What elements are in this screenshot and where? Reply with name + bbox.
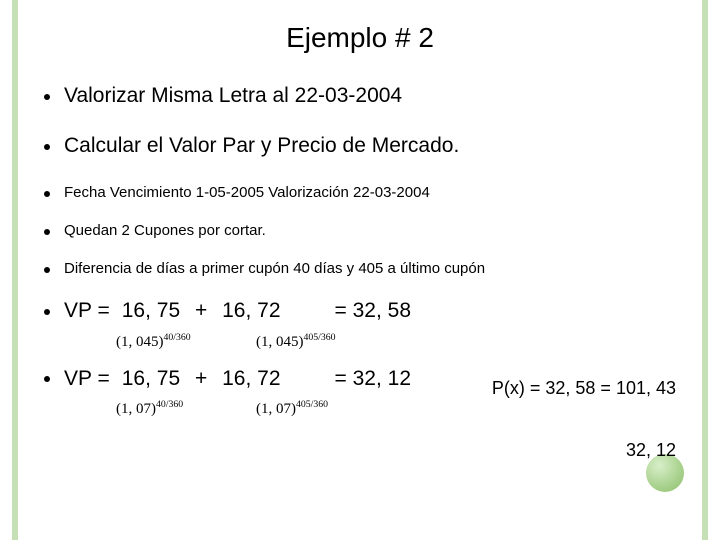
slide-title: Ejemplo # 2 xyxy=(40,22,680,54)
eq-result: = 32, 58 xyxy=(335,297,411,325)
eq-term: 16, 75 xyxy=(122,365,180,393)
slide-content: Ejemplo # 2 Valorizar Misma Letra al 22-… xyxy=(40,22,680,432)
accent-stripe-right xyxy=(702,0,708,540)
bullet-item: Diferencia de días a primer cupón 40 día… xyxy=(40,259,680,279)
eq-result: = 32, 12 xyxy=(335,365,411,393)
eq-term: 16, 72 xyxy=(222,365,280,393)
eq-term: 16, 72 xyxy=(222,297,280,325)
price-note: P(x) = 32, 58 = 101, 43 xyxy=(492,378,676,399)
eq-plus: + xyxy=(192,297,210,325)
equation-line-1: VP = 16, 75 + 16, 72 = 32, 58 xyxy=(40,297,680,325)
denom-cell: (1, 07)405/360 xyxy=(256,399,396,418)
denom-cell: (1, 07)40/360 xyxy=(116,399,256,418)
bullet-item: Valorizar Misma Letra al 22-03-2004 xyxy=(40,82,680,110)
accent-stripe-left xyxy=(12,0,18,540)
eq-lhs: VP = xyxy=(64,365,110,393)
bullet-item: Quedan 2 Cupones por cortar. xyxy=(40,221,680,241)
eq-plus: + xyxy=(192,365,210,393)
bullet-item: Calcular el Valor Par y Precio de Mercad… xyxy=(40,132,680,160)
eq-term: 16, 75 xyxy=(122,297,180,325)
equation-2-denominators: (1, 07)40/360 (1, 07)405/360 xyxy=(40,399,680,418)
denom-cell: (1, 045)405/360 xyxy=(256,332,396,351)
bullet-item: Fecha Vencimiento 1-05-2005 Valorización… xyxy=(40,183,680,203)
price-note-2: 32, 12 xyxy=(556,440,676,461)
equation-1-denominators: (1, 045)40/360 (1, 045)405/360 xyxy=(40,332,680,351)
eq-lhs: VP = xyxy=(64,297,110,325)
denom-cell: (1, 045)40/360 xyxy=(116,332,256,351)
bullet-list: Valorizar Misma Letra al 22-03-2004 Calc… xyxy=(40,82,680,326)
